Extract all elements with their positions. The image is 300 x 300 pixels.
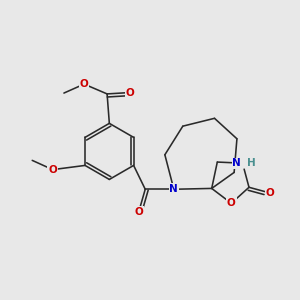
Text: O: O [48,165,57,175]
Text: N: N [232,158,241,168]
Text: N: N [169,184,178,194]
Text: O: O [80,79,88,89]
Text: O: O [134,207,143,217]
Text: O: O [126,88,135,98]
Text: N: N [169,184,178,194]
Text: H: H [247,158,256,168]
Text: O: O [266,188,274,198]
Text: O: O [227,198,236,208]
